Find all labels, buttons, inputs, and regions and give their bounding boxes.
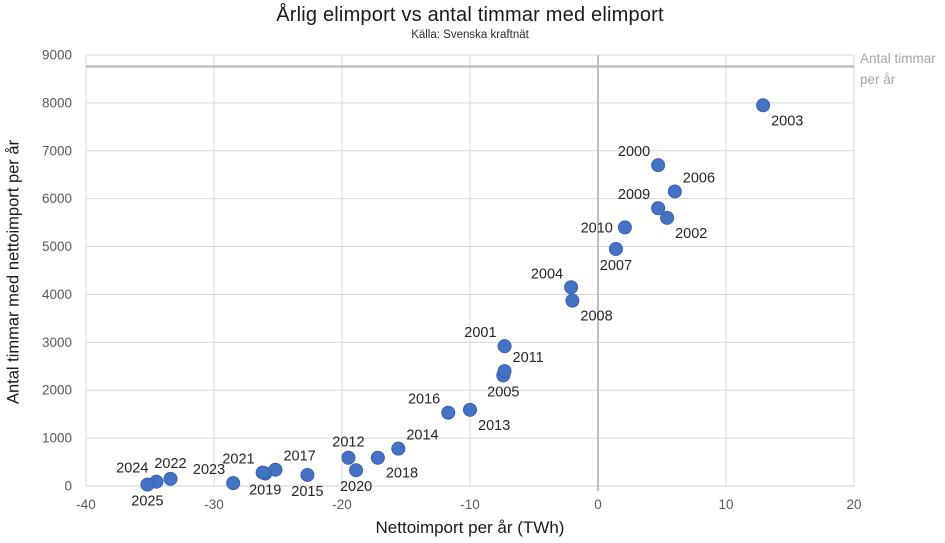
data-point-label: 2025 [131,494,163,510]
data-point-label: 2009 [618,187,650,203]
data-point-label: 2005 [487,384,519,400]
data-point-label: 2003 [771,113,803,129]
data-point-label: 2002 [675,226,707,242]
data-point [341,450,356,465]
data-point [651,201,666,216]
data-point-label: 2000 [618,144,650,160]
y-tick-label: 5000 [42,239,72,254]
x-tick-label: 20 [846,497,861,512]
data-point [565,293,580,308]
data-point [391,441,406,456]
data-point-label: 2019 [249,483,281,499]
x-tick-label: -20 [332,497,352,512]
y-tick-label: 2000 [42,383,72,398]
x-tick-label: 0 [594,497,602,512]
data-point-label: 2024 [116,461,148,477]
data-point-label: 2022 [154,456,186,472]
y-tick-label: 3000 [42,335,72,350]
y-tick-label: 0 [64,479,72,494]
x-tick-label: -10 [460,497,480,512]
data-point-label: 2021 [222,452,254,468]
data-point [370,450,385,465]
data-point-label: 2018 [386,466,418,482]
data-point-label: 2014 [406,428,438,444]
data-point-label: 2020 [340,479,372,495]
data-point [441,405,456,420]
data-point [497,339,512,354]
y-tick-label: 8000 [42,95,72,110]
data-point-label: 2004 [531,266,563,282]
data-point [255,465,270,480]
y-axis-title: Antal timmar med nettoimport per år [4,139,23,405]
y-tick-label: 1000 [42,431,72,446]
data-point [667,184,682,199]
reference-line-label: Antal timmar per år [860,51,936,87]
data-point [163,471,178,486]
data-point [300,467,315,482]
data-point [564,280,579,295]
data-point-label: 2010 [581,220,613,236]
y-tick-label: 4000 [42,287,72,302]
data-point [349,463,364,478]
data-point [140,477,155,492]
data-point-label: 2016 [408,392,440,408]
data-point-label: 2023 [193,462,225,478]
x-tick-label: -40 [76,497,96,512]
x-tick-label: -30 [204,497,224,512]
data-point-label: 2015 [291,484,323,500]
data-point [651,158,666,173]
data-point-label: 2007 [600,258,632,274]
data-point [497,364,512,379]
chart-title: Årlig elimport vs antal timmar med elimp… [276,4,664,26]
data-point [617,220,632,235]
data-point-label: 2012 [332,435,364,451]
data-point [608,241,623,256]
x-tick-label: 10 [718,497,733,512]
data-point [463,402,477,417]
x-axis-title: Nettoimport per år (TWh) [375,518,565,537]
data-point-label: 2017 [283,449,315,465]
chart-subtitle: Källa: Svenska kraftnät [411,29,529,41]
data-point-label: 2008 [580,309,612,325]
y-tick-label: 7000 [42,143,72,158]
data-point [756,98,771,113]
y-tick-label: 6000 [42,191,72,206]
data-point-label: 2001 [464,325,496,341]
data-point [660,210,675,225]
data-point-label: 2006 [683,170,715,186]
data-point-label: 2013 [478,418,510,434]
data-point-label: 2011 [513,350,544,366]
data-point [226,476,241,491]
y-tick-label: 9000 [42,48,72,63]
